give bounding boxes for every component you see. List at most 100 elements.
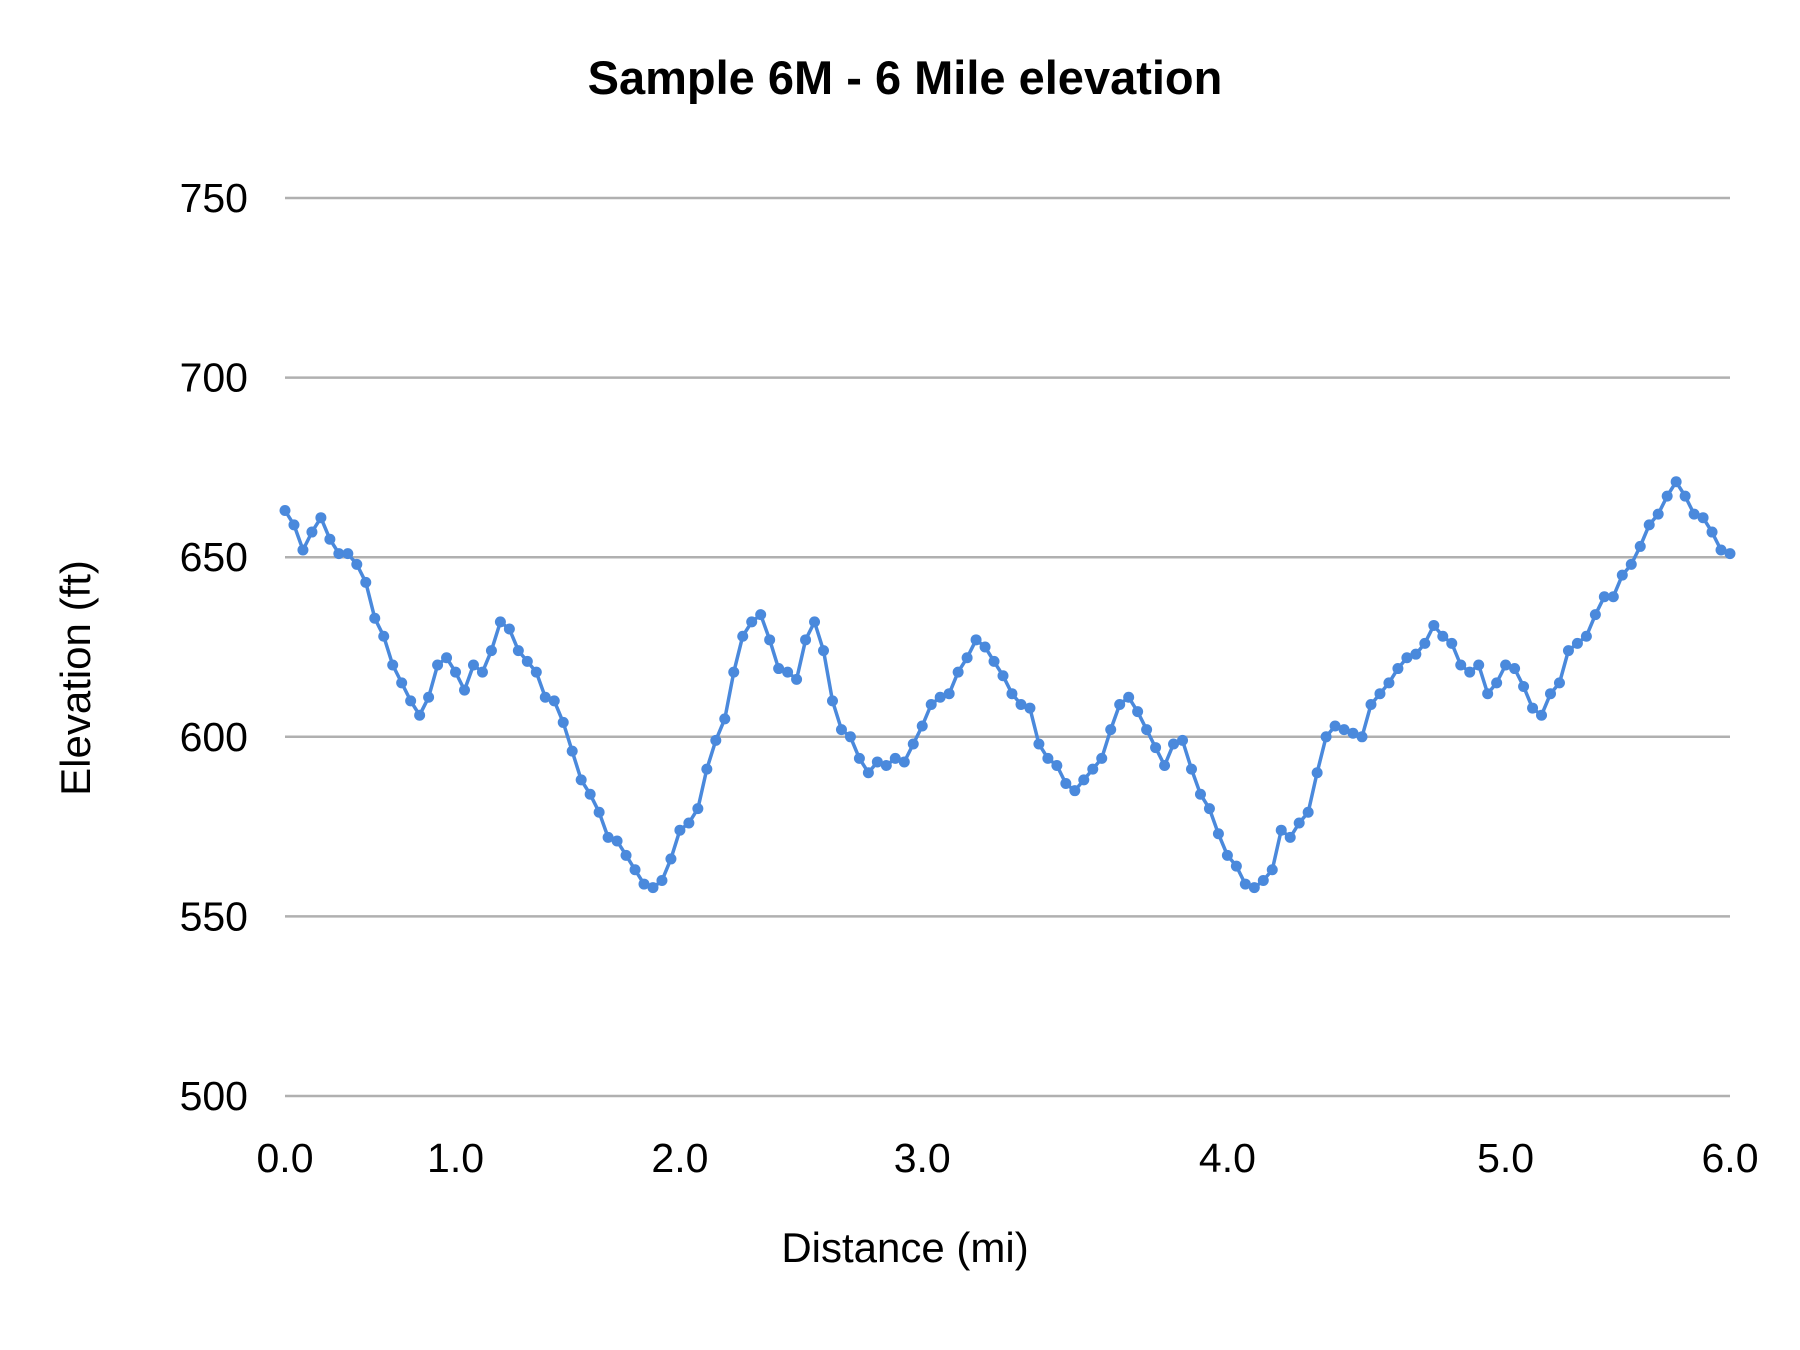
data-point [602,831,614,843]
data-point [306,526,318,538]
data-point [432,659,444,671]
data-point [1616,569,1628,581]
data-point [1697,512,1709,524]
data-point [1006,688,1018,700]
data-point [683,817,695,829]
data-point [1114,698,1126,710]
data-point [512,645,524,657]
data-point [1203,803,1215,815]
data-point [1096,752,1108,764]
y-tick-label: 650 [180,534,248,580]
data-point [1284,831,1296,843]
data-point [1500,659,1512,671]
data-point [692,803,704,815]
data-point [1571,637,1583,649]
data-point [1194,788,1206,800]
y-tick-labels: 500 550 600 650 700 750 [180,175,248,1119]
x-tick-label: 0.0 [257,1135,314,1181]
x-tick-labels: 0.0 1.0 2.0 3.0 4.0 5.0 6.0 [257,1135,1759,1181]
data-point [1302,806,1314,818]
data-point [826,695,838,707]
data-point [1473,659,1485,671]
data-point [782,666,794,678]
data-point [844,731,856,743]
data-point [746,616,758,628]
data-point [1266,864,1278,876]
data-point [970,634,982,646]
data-point [1464,666,1476,678]
data-point [548,695,560,707]
data-point [1607,591,1619,603]
data-point [1419,637,1431,649]
data-point [1527,702,1539,714]
data-point [467,659,479,671]
data-point [324,533,336,545]
data-point [755,609,767,621]
data-point [1482,688,1494,700]
data-point [997,670,1009,682]
data-point [647,882,659,894]
x-tick-label: 3.0 [894,1135,951,1181]
data-point [835,724,847,736]
data-point [1580,630,1592,642]
data-point [1230,860,1242,872]
data-point [1518,681,1530,693]
data-point [1634,540,1646,552]
data-point [701,763,713,775]
y-tick-label: 500 [180,1073,248,1119]
data-point [1670,476,1682,488]
data-point [333,548,345,560]
data-point [1562,645,1574,657]
data-point [1365,698,1377,710]
data-point [503,623,515,635]
gridlines [285,196,1730,1098]
data-point [539,691,551,703]
data-point [1293,817,1305,829]
data-point [1428,619,1440,631]
data-point [441,652,453,664]
data-point [1060,777,1072,789]
data-point [1123,691,1135,703]
data-point [1544,688,1556,700]
data-point [1536,709,1548,721]
data-point [1329,720,1341,732]
data-point [818,645,830,657]
y-axis-title: Elevation (ft) [52,560,99,796]
data-point [1221,849,1233,861]
data-point [809,616,821,628]
data-point [1643,519,1655,531]
data-point [405,695,417,707]
data-point [1383,677,1395,689]
data-point [1446,637,1458,649]
data-point [1150,742,1162,754]
data-point [494,616,506,628]
data-point [674,824,686,836]
y-tick-label: 600 [180,714,248,760]
data-point [710,734,722,746]
x-tick-label: 4.0 [1199,1135,1256,1181]
x-tick-label: 6.0 [1702,1135,1759,1181]
elevation-series [279,476,1736,894]
data-point [889,752,901,764]
data-point [773,663,785,675]
data-point [719,713,731,725]
data-point [521,655,533,667]
data-point [396,677,408,689]
data-point [952,666,964,678]
x-tick-label: 2.0 [651,1135,708,1181]
data-point [1455,659,1467,671]
data-point [1706,526,1718,538]
data-point [1177,734,1189,746]
data-point [360,576,372,588]
data-point [1132,706,1144,718]
data-point [485,645,497,657]
chart-title: Sample 6M - 6 Mile elevation [588,51,1223,104]
data-point [1374,688,1386,700]
data-point [1311,767,1323,779]
data-point [1724,548,1736,560]
data-point [656,874,668,886]
data-point [530,666,542,678]
y-tick-label: 700 [180,355,248,401]
y-tick-label: 550 [180,893,248,939]
